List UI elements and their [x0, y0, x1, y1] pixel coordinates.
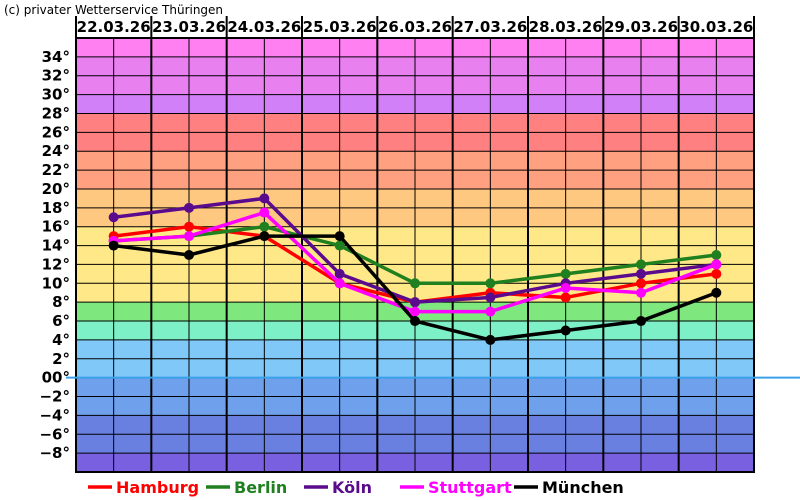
data-point [711, 287, 722, 298]
data-point [560, 283, 571, 294]
copyright-text: (c) privater Wetterservice Thüringen [4, 3, 223, 17]
data-point [259, 231, 270, 242]
legend-label: Köln [332, 478, 372, 497]
date-label: 29.03.26 [604, 18, 678, 36]
data-point [334, 278, 345, 289]
data-point [259, 207, 270, 218]
data-point [108, 212, 119, 223]
data-point [410, 306, 420, 317]
y-tick-label: −2° [39, 388, 70, 406]
data-point [108, 240, 119, 251]
series-points [108, 193, 722, 345]
data-point [485, 334, 496, 345]
y-tick-label: 16° [42, 218, 70, 236]
plot-border [75, 37, 755, 473]
y-tick-label: 28° [42, 104, 70, 122]
date-label: 22.03.26 [77, 18, 151, 36]
data-point [184, 250, 194, 260]
y-tick-label: 2° [52, 350, 70, 368]
date-label: 27.03.26 [453, 18, 527, 36]
data-point [485, 292, 496, 303]
data-point [485, 278, 496, 289]
data-point [184, 231, 194, 242]
legend-label: München [542, 478, 624, 497]
y-tick-label: 10° [42, 274, 70, 292]
y-tick-label: −6° [39, 425, 70, 443]
date-label: 25.03.26 [303, 18, 377, 36]
date-label: 24.03.26 [227, 18, 301, 36]
date-label: 28.03.26 [529, 18, 603, 36]
data-point [410, 316, 420, 327]
y-tick-label: 20° [42, 180, 70, 198]
legend-label: Hamburg [116, 478, 199, 497]
y-tick-label: 22° [42, 161, 70, 179]
data-point [334, 231, 345, 242]
data-point [636, 259, 646, 270]
data-point [636, 278, 646, 289]
data-point [334, 268, 345, 279]
data-point [636, 316, 646, 327]
y-axis-tick-labels: 34°32°30°28°26°24°22°20°18°16°14°12°10°8… [39, 48, 70, 462]
data-point [184, 221, 194, 232]
data-point [711, 250, 722, 260]
data-point [711, 268, 722, 279]
data-point [560, 292, 571, 303]
legend-label: Berlin [234, 478, 287, 497]
y-tick-label: 14° [42, 237, 70, 255]
y-tick-label: 18° [42, 199, 70, 217]
data-point [334, 240, 345, 251]
data-point [560, 325, 571, 336]
data-point [259, 221, 270, 232]
date-label: 26.03.26 [378, 18, 452, 36]
legend: Hamburg Berlin Köln Stuttgart München [88, 478, 624, 497]
y-tick-label: 30° [42, 86, 70, 104]
date-label: 23.03.26 [152, 18, 226, 36]
data-point [410, 278, 420, 289]
data-point [636, 268, 646, 279]
data-point [560, 268, 571, 279]
date-labels: 22.03.26 23.03.26 24.03.26 25.03.26 26.03.26… [77, 18, 754, 36]
y-tick-label: 26° [42, 123, 70, 141]
date-label: 30.03.26 [679, 18, 753, 36]
y-tick-label: 32° [42, 67, 70, 85]
data-point [711, 259, 722, 270]
y-tick-label: 6° [52, 312, 70, 330]
y-tick-label: 34° [42, 48, 70, 66]
y-tick-label: −4° [39, 406, 70, 424]
data-point [485, 306, 496, 317]
data-point [636, 287, 646, 298]
y-tick-label: 8° [52, 293, 70, 311]
y-tick-label: 24° [42, 142, 70, 160]
data-point [410, 297, 420, 308]
data-point [259, 193, 270, 204]
y-tick-label: 00° [42, 369, 70, 387]
legend-label: Stuttgart [428, 478, 512, 497]
y-tick-label: 4° [52, 331, 70, 349]
y-tick-label: −8° [39, 444, 70, 462]
y-tick-label: 12° [42, 255, 70, 273]
data-point [184, 202, 194, 213]
